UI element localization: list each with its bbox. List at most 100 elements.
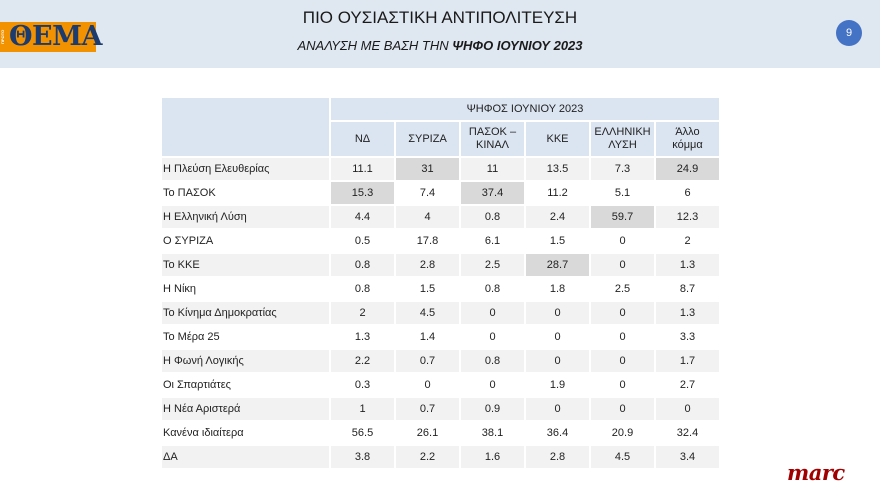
table-row: Οι Σπαρτιάτες 0.3 0 0 1.9 0 2.7: [162, 374, 721, 398]
table-row: Η Νέα Αριστερά 1 0.7 0.9 0 0 0: [162, 398, 721, 422]
table-cell: 0: [461, 326, 526, 350]
table-cell: 11.1: [331, 158, 396, 182]
table-cell: 1.5: [396, 278, 461, 302]
row-label: ΔΑ: [162, 446, 331, 470]
table-cell: 0: [526, 398, 591, 422]
table-cell: 0.8: [461, 278, 526, 302]
table-cell: 6: [656, 182, 721, 206]
table-cell: 0.9: [461, 398, 526, 422]
table-cell: 0: [591, 374, 656, 398]
table-row: ΔΑ 3.8 2.2 1.6 2.8 4.5 3.4: [162, 446, 721, 470]
column-header-line: Άλλο: [675, 126, 700, 138]
row-label: Το ΚΚΕ: [162, 254, 331, 278]
page-title: ΠΙΟ ΟΥΣΙΑΣΤΙΚΗ ΑΝΤΙΠΟΛΙΤΕΥΣΗ: [302, 8, 578, 27]
table-cell: 7.4: [396, 182, 461, 206]
table-row: Κανένα ιδιαίτερα 56.5 26.1 38.1 36.4 20.9 32.4: [162, 422, 721, 446]
column-header-line: ΠΑΣΟΚ –: [468, 126, 517, 138]
table-cell: 0: [591, 230, 656, 254]
column-header-line: ΚΚΕ: [546, 132, 569, 145]
column-header-row: ΝΔ ΣΥΡΙΖΑ ΠΑΣΟΚ – ΚΙΝΑΛ ΚΚΕ ΕΛΛΗΝΙΚΗ ΛΥΣΗ Άλλο κ…: [162, 122, 721, 158]
table-row: Η Πλεύση Ελευθερίας 11.1 31 11 13.5 7.3 24.9: [162, 158, 721, 182]
column-header-line: ΣΥΡΙΖΑ: [408, 132, 447, 145]
table-cell: 0: [656, 398, 721, 422]
table-cell: 2.5: [591, 278, 656, 302]
table-body: Η Πλεύση Ελευθερίας 11.1 31 11 13.5 7.3 24.9 Το…: [162, 158, 721, 470]
table-cell: 2: [656, 230, 721, 254]
column-header-line: ΝΔ: [354, 132, 371, 145]
row-label: Το Κίνημα Δημοκρατίας: [162, 302, 331, 326]
table-cell: 3.8: [331, 446, 396, 470]
page-number-badge: 9: [836, 20, 862, 46]
table-row: Το ΠΑΣΟΚ 15.3 7.4 37.4 11.2 5.1 6: [162, 182, 721, 206]
table-cell: 2.8: [526, 446, 591, 470]
table-cell: 0.8: [331, 278, 396, 302]
column-header: ΝΔ: [331, 122, 396, 158]
table-cell: 1.8: [526, 278, 591, 302]
table-cell: 28.7: [526, 254, 591, 278]
table-cell: 0: [591, 350, 656, 374]
table-cell: 6.1: [461, 230, 526, 254]
table-cell: 4.4: [331, 206, 396, 230]
table-cell: 7.3: [591, 158, 656, 182]
table-cell: 1.4: [396, 326, 461, 350]
table-cell: 1.5: [526, 230, 591, 254]
table-corner-cell: [162, 98, 331, 158]
table-cell: 0.7: [396, 350, 461, 374]
table-cell: 1.6: [461, 446, 526, 470]
marc-logo: marc: [787, 460, 845, 485]
page-subtitle: ΑΝΑΛΥΣΗ ΜΕ ΒΑΣΗ ΤΗΝ ΨΗΦΟ ΙΟΥΝΙΟΥ 2023: [0, 38, 880, 53]
table-cell: 2: [331, 302, 396, 326]
table-cell: 2.2: [396, 446, 461, 470]
row-label: Κανένα ιδιαίτερα: [162, 422, 331, 446]
row-label: Το Μέρα 25: [162, 326, 331, 350]
table-cell: 0: [591, 326, 656, 350]
row-label: Η Φωνή Λογικής: [162, 350, 331, 374]
table-cell: 2.7: [656, 374, 721, 398]
table-cell: 20.9: [591, 422, 656, 446]
table-cell: 1.3: [656, 302, 721, 326]
table-cell: 1.3: [331, 326, 396, 350]
table-cell: 17.8: [396, 230, 461, 254]
column-header: ΠΑΣΟΚ – ΚΙΝΑΛ: [461, 122, 526, 158]
table-row: Το Μέρα 25 1.3 1.4 0 0 0 3.3: [162, 326, 721, 350]
table-cell: 4.5: [396, 302, 461, 326]
table-cell: 26.1: [396, 422, 461, 446]
table-cell: 0: [591, 398, 656, 422]
table-cell: 0: [461, 374, 526, 398]
table-row: Η Ελληνική Λύση 4.4 4 0.8 2.4 59.7 12.3: [162, 206, 721, 230]
table-cell: 11.2: [526, 182, 591, 206]
table-cell: 38.1: [461, 422, 526, 446]
logo: ΠΡΩΤΟ ΘΕΜΑ: [0, 21, 102, 52]
table-cell: 4: [396, 206, 461, 230]
row-label: Ο ΣΥΡΙΖΑ: [162, 230, 331, 254]
row-label: Η Νίκη: [162, 278, 331, 302]
subtitle-bold: ΨΗΦΟ ΙΟΥΝΙΟΥ 2023: [452, 38, 583, 53]
column-header: ΣΥΡΙΖΑ: [396, 122, 461, 158]
table-cell: 31: [396, 158, 461, 182]
column-header: ΕΛΛΗΝΙΚΗ ΛΥΣΗ: [591, 122, 656, 158]
logo-text: ΘΕΜΑ: [9, 21, 102, 52]
table-cell: 1: [331, 398, 396, 422]
table-cell: 56.5: [331, 422, 396, 446]
row-label: Το ΠΑΣΟΚ: [162, 182, 331, 206]
table-row: Η Νίκη 0.8 1.5 0.8 1.8 2.5 8.7: [162, 278, 721, 302]
table-cell: 2.8: [396, 254, 461, 278]
table-cell: 0.8: [461, 350, 526, 374]
table-row: Το Κίνημα Δημοκρατίας 2 4.5 0 0 0 1.3: [162, 302, 721, 326]
column-header: ΚΚΕ: [526, 122, 591, 158]
table-cell: 4.5: [591, 446, 656, 470]
table-cell: 0: [461, 302, 526, 326]
table-cell: 3.4: [656, 446, 721, 470]
table-cell: 0: [591, 302, 656, 326]
table-cell: 0: [591, 254, 656, 278]
table-cell: 0: [396, 374, 461, 398]
table-cell: 36.4: [526, 422, 591, 446]
table-row: Η Φωνή Λογικής 2.2 0.7 0.8 0 0 1.7: [162, 350, 721, 374]
table-cell: 0: [526, 326, 591, 350]
table-cell: 0: [526, 302, 591, 326]
table-cell: 3.3: [656, 326, 721, 350]
table-cell: 12.3: [656, 206, 721, 230]
column-header-line: κόμμα: [672, 139, 703, 151]
column-header-line: ΚΙΝΑΛ: [475, 139, 510, 151]
vote-crosstab-table: ΨΗΦΟΣ ΙΟΥΝΙΟΥ 2023 ΝΔ ΣΥΡΙΖΑ ΠΑΣΟΚ – ΚΙΝΑΛ Κ…: [162, 98, 721, 470]
